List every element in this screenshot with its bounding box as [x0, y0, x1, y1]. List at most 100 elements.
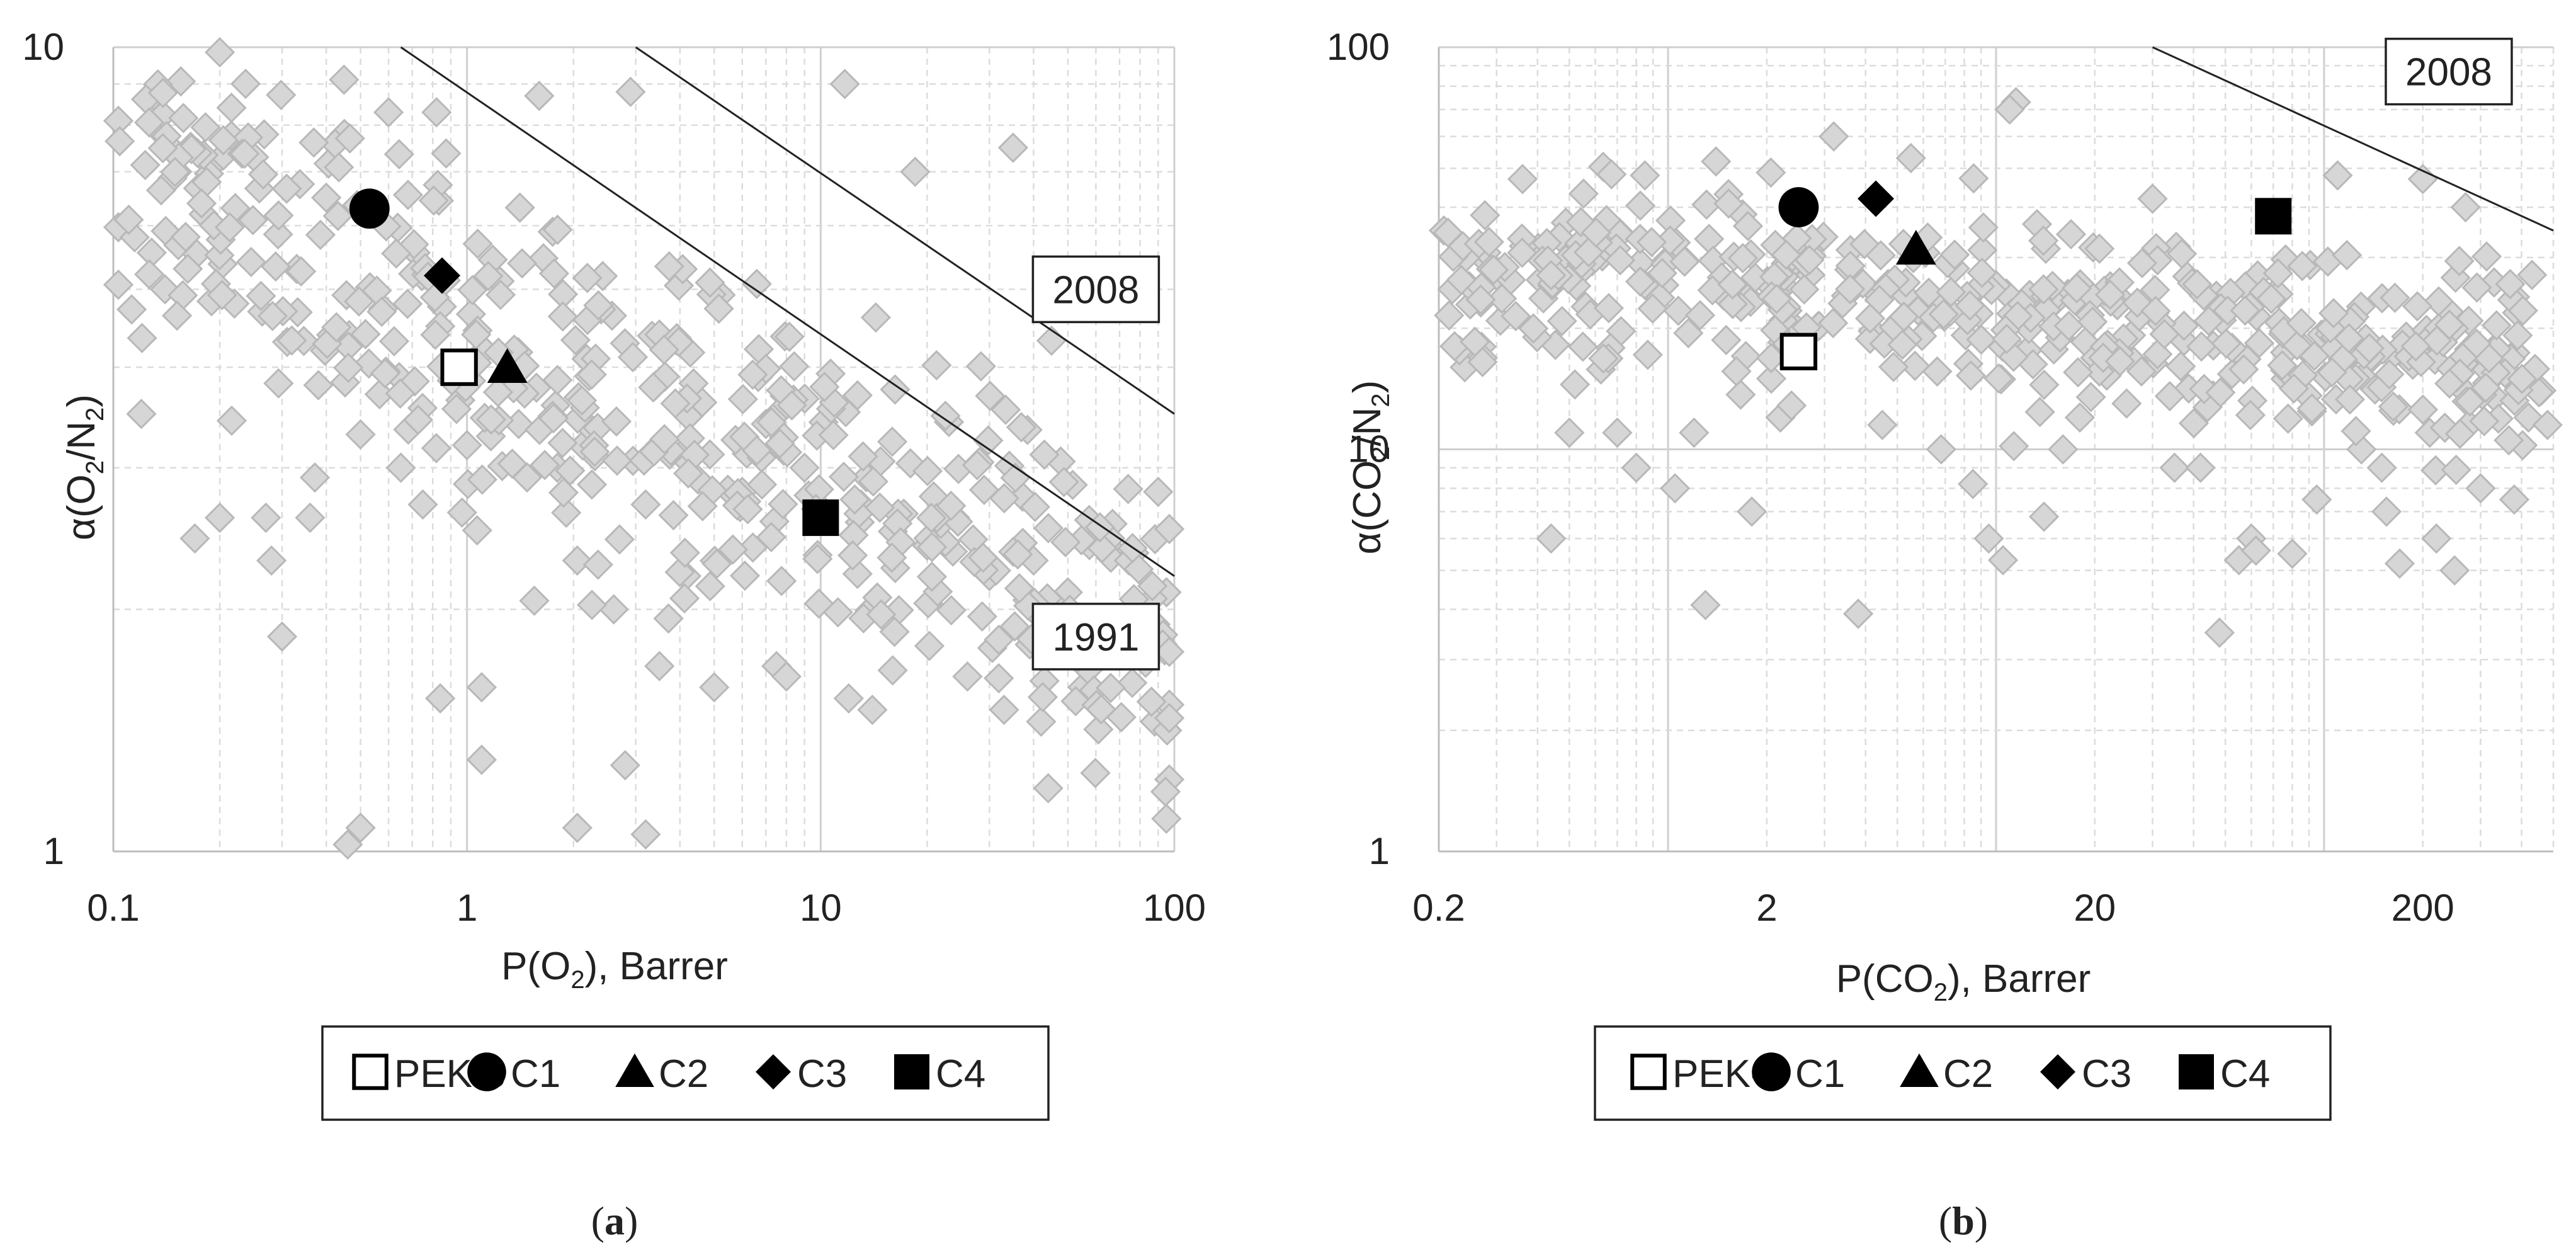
background-data-point [973, 425, 1004, 456]
background-data-point [1637, 293, 1668, 324]
background-data-point [930, 401, 961, 431]
legend-label: C1 [511, 1052, 560, 1096]
background-data-point [2277, 538, 2308, 569]
background-data-point [701, 549, 732, 579]
background-data-point [548, 477, 579, 508]
chart-b-x-axis-label-part: ), Barrer [1948, 957, 2091, 1001]
background-data-point [1663, 295, 1694, 326]
background-data-point [984, 663, 1014, 694]
background-data-point [216, 93, 247, 123]
background-data-point [2278, 373, 2310, 404]
background-data-point [1888, 301, 1919, 333]
background-data-point [286, 256, 317, 287]
legend-label: C2 [1943, 1052, 1993, 1096]
background-data-point [2470, 372, 2501, 403]
background-data-point [402, 404, 434, 435]
background-data-point [2062, 273, 2092, 304]
background-data-point [311, 182, 342, 213]
background-data-point [1117, 668, 1148, 698]
chart-a-series [349, 188, 839, 537]
background-data-point [2165, 351, 2196, 382]
background-data-point [828, 462, 860, 492]
background-data-point [741, 268, 772, 299]
background-data-point [1567, 331, 1598, 362]
background-data-point [1434, 300, 1465, 331]
background-data-point [1900, 350, 1931, 381]
background-data-point [133, 259, 165, 290]
background-data-point [507, 248, 538, 279]
chart-b-x-axis-label: P(CO2), Barrer [1836, 957, 2091, 1006]
background-data-point [2244, 327, 2275, 359]
background-data-point [1732, 210, 1764, 242]
background-data-point [2407, 164, 2438, 195]
background-data-point [582, 549, 613, 580]
background-data-point [2441, 454, 2471, 486]
background-data-point [332, 829, 363, 860]
background-data-point [2084, 233, 2115, 264]
background-data-point [833, 683, 864, 714]
background-data-point [916, 532, 948, 562]
background-data-point [263, 219, 293, 250]
series-point-c3 [424, 257, 461, 294]
background-data-point [1727, 242, 1758, 274]
background-data-point [1690, 589, 1721, 620]
background-data-point [2318, 298, 2349, 329]
chart-b-background-points [1428, 87, 2563, 648]
background-data-point [344, 286, 375, 317]
background-data-point [1002, 539, 1033, 570]
legend-marker-c3 [756, 1054, 791, 1089]
background-data-point [271, 173, 302, 204]
background-data-point [669, 537, 700, 568]
background-data-point [257, 300, 288, 331]
background-data-point [420, 319, 451, 350]
background-data-point [2481, 310, 2512, 341]
x-tick-label: 2 [1756, 887, 1777, 929]
x-tick-label: 100 [1143, 887, 1206, 929]
background-data-point [166, 66, 196, 97]
upper-bound-label-2008: 2008 [1052, 268, 1139, 312]
y-tick-label: 100 [1327, 26, 1390, 68]
background-data-point [999, 611, 1030, 642]
chart-a-background-points [103, 37, 1185, 860]
background-data-point [2137, 183, 2168, 214]
background-data-point [975, 380, 1006, 411]
background-data-point [848, 441, 878, 472]
background-data-point [572, 263, 603, 293]
legend-marker-pek-c [1630, 1054, 1667, 1090]
background-data-point [617, 341, 649, 373]
background-data-point [2507, 363, 2538, 394]
background-data-point [1673, 317, 1704, 349]
background-data-point [2204, 617, 2235, 648]
background-data-point [305, 219, 336, 251]
background-data-point [276, 325, 307, 356]
background-data-point [1621, 452, 1652, 483]
background-data-point [1467, 346, 1498, 377]
background-data-point [2126, 356, 2157, 387]
background-data-point [1865, 240, 1896, 271]
background-data-point [2075, 382, 2106, 412]
background-data-point [776, 390, 807, 421]
chart-a-panel-letter: a [604, 1198, 625, 1243]
background-data-point [2494, 424, 2524, 456]
background-data-point [756, 521, 787, 553]
background-data-point [1137, 571, 1168, 601]
background-data-point [879, 617, 910, 647]
background-data-point [900, 156, 931, 187]
background-data-point [2380, 282, 2410, 313]
background-data-point [373, 97, 404, 128]
background-data-point [1083, 714, 1114, 745]
background-data-point [1771, 239, 1801, 270]
x-tick-label: 10 [800, 887, 842, 929]
background-data-point [170, 222, 201, 253]
x-tick-label: 0.2 [1412, 887, 1465, 929]
background-data-point [1818, 307, 1849, 339]
background-data-point [2178, 407, 2210, 439]
background-data-point [1955, 360, 1987, 391]
series-point-c4 [2255, 198, 2292, 235]
background-data-point [1966, 257, 1997, 288]
chart-a-x-axis-label: P(O2), Barrer [501, 945, 728, 994]
background-data-point [2400, 331, 2431, 362]
background-data-point [968, 542, 999, 573]
background-data-point [147, 133, 178, 164]
background-data-point [2471, 241, 2502, 272]
